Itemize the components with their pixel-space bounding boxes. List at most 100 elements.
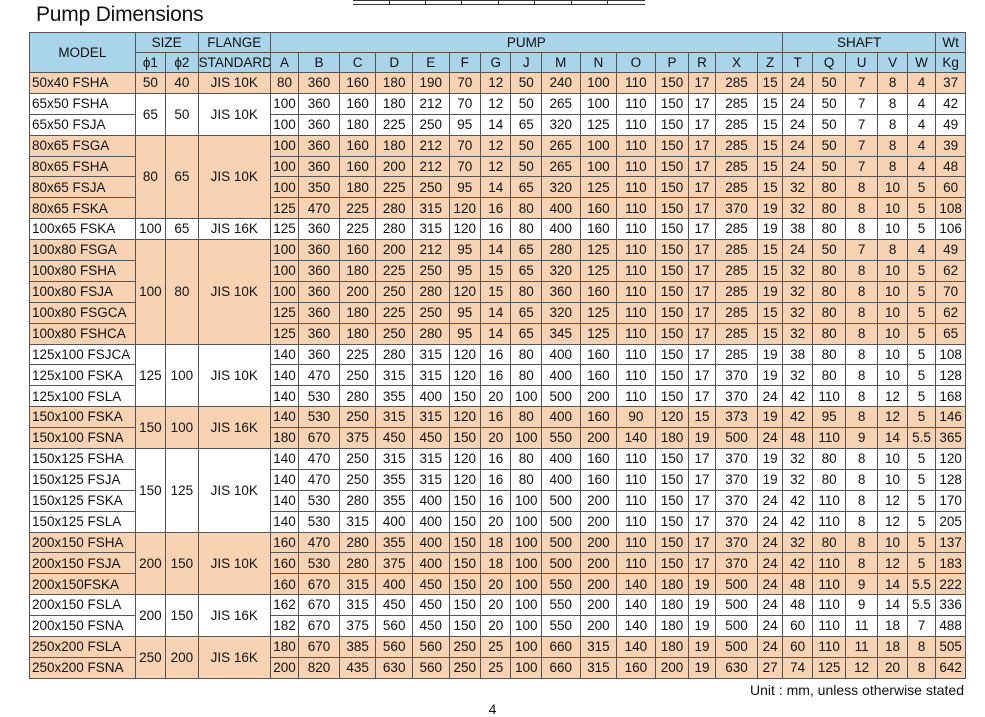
- dimension-cell: 530: [298, 510, 340, 533]
- dimension-cell: 470: [298, 531, 340, 554]
- dimension-cell: 5: [906, 260, 937, 282]
- dimension-cell: 150: [448, 615, 482, 638]
- dimension-cell: 80: [510, 406, 542, 429]
- dimension-cell: 670: [298, 573, 340, 596]
- dimension-cell: 285: [714, 113, 759, 136]
- dimension-cell: 370: [714, 364, 759, 387]
- dimension-cell: 375: [338, 615, 377, 638]
- dimension-cell: 170: [935, 489, 966, 512]
- dimension-cell: 110: [812, 573, 846, 596]
- dimension-cell: 8: [877, 134, 908, 157]
- table-row: 100x80 FSHCA 125 360 180 250 280 95 14 65 345 125 1…: [29, 322, 966, 345]
- table-row: 125x100 FSKA 140 470 250 315 315 120 16 80 400 160…: [29, 364, 966, 387]
- model-cell: 150x125 FSJA: [29, 468, 136, 491]
- dimension-cell: 38: [781, 343, 814, 366]
- dimension-cell: 17: [688, 197, 716, 220]
- dimension-cell: 160: [579, 280, 618, 303]
- dimension-cell: 32: [781, 531, 814, 554]
- dimension-cell: 65: [510, 322, 542, 345]
- dimension-cell: 15: [757, 260, 783, 282]
- model-cell: 200x150FSKA: [29, 573, 136, 596]
- dimension-cell: 470: [298, 197, 340, 220]
- dimension-cell: 180: [269, 636, 300, 658]
- flange-standard-cell: JIS 10K: [197, 72, 271, 94]
- dimension-cell: 360: [540, 280, 581, 303]
- dimension-cell: 190: [411, 72, 450, 94]
- dimension-cell: 100: [510, 510, 542, 533]
- dimension-cell: 400: [540, 218, 581, 241]
- dimension-cell: 200: [579, 385, 618, 408]
- dimension-cell: 150: [654, 92, 690, 115]
- dimension-cell: 14: [480, 239, 512, 262]
- model-cell: 250x200 FSLA: [29, 636, 136, 658]
- dimension-cell: 17: [688, 489, 716, 512]
- dimension-cell: 250: [411, 176, 450, 199]
- dimension-cell: 17: [688, 468, 716, 491]
- table-row: 65x50 FSHA 65 50 JIS 10K 100 360 160 180 212 70 12…: [29, 92, 966, 136]
- dimension-cell: 375: [338, 427, 377, 450]
- dimension-cell: 180: [338, 301, 377, 324]
- dimension-cell: 500: [540, 385, 581, 408]
- dimension-cell: 80: [812, 176, 846, 199]
- dimension-cell: 10: [877, 448, 908, 470]
- table-row: 150x125 FSJA 140 470 250 355 315 120 16 80 400 160…: [29, 468, 966, 491]
- dimension-cell: 42: [781, 552, 814, 575]
- dimension-cell: 24: [781, 134, 814, 157]
- dimension-cell: 8: [877, 155, 908, 178]
- dimension-cell: 8: [906, 636, 937, 658]
- dimension-cell: 95: [812, 406, 846, 429]
- dimension-cell: 370: [714, 552, 759, 575]
- table-row: 80x65 FSGA 80 65 JIS 10K 100 360 160 180 212 70 12…: [29, 134, 966, 220]
- model-cell: 50x40 FSHA: [29, 72, 136, 94]
- model-cell: 80x65 FSJA: [29, 176, 136, 199]
- dimension-cell: 50: [812, 92, 846, 115]
- model-cell: 125x100 FSJCA: [29, 343, 136, 366]
- dimension-cell: 160: [338, 155, 377, 178]
- dimension-cell: 560: [375, 636, 413, 658]
- dimension-cell: 360: [298, 134, 340, 157]
- dimension-cell: 450: [375, 594, 413, 617]
- dimension-cell: 125: [579, 113, 618, 136]
- dimension-cell: 285: [714, 155, 759, 178]
- dimension-cell: 42: [935, 92, 966, 115]
- dimension-cell: 110: [616, 364, 656, 387]
- dimension-cell: 285: [714, 260, 759, 282]
- model-cell: 150x100 FSKA: [29, 406, 136, 429]
- dimension-cell: 10: [877, 322, 908, 345]
- dimension-cell: 5: [906, 385, 937, 408]
- dimension-cell: 400: [540, 197, 581, 220]
- dimension-cell: 180: [338, 322, 377, 345]
- dimension-cell: 110: [616, 176, 656, 199]
- dimension-cell: 62: [935, 301, 966, 324]
- dimension-cell: 560: [411, 636, 450, 658]
- dimension-cell: 285: [714, 176, 759, 199]
- dimension-cell: 160: [338, 239, 377, 262]
- dimension-cell: 110: [616, 552, 656, 575]
- dimension-cell: 42: [781, 489, 814, 512]
- dimension-cell: 110: [616, 531, 656, 554]
- phi1-header: ϕ1: [134, 52, 167, 73]
- dimension-cell: 370: [714, 385, 759, 408]
- dimension-cell: 8: [844, 510, 879, 533]
- dimension-cell: 150: [654, 260, 690, 282]
- dimension-cell: 38: [781, 218, 814, 241]
- dimension-cell: 8: [844, 448, 879, 470]
- dimension-cell: 90: [616, 406, 656, 429]
- dimension-cell: 225: [338, 218, 377, 241]
- dimension-cell: 16: [480, 343, 512, 366]
- dimension-cell: 212: [411, 155, 450, 178]
- dimension-cell: 42: [781, 385, 814, 408]
- dimension-cell: 125: [812, 656, 846, 679]
- table-row: 65x50 FSJA 100 360 180 225 250 95 14 65 320 125 110…: [29, 113, 966, 136]
- dimension-cell: 80: [269, 72, 300, 94]
- dimension-cell: 150: [654, 489, 690, 512]
- dimension-cell: 336: [935, 594, 966, 617]
- dimension-cell: 15: [757, 322, 783, 345]
- pump-header: PUMP: [269, 32, 783, 53]
- dimension-cell: 140: [269, 489, 300, 512]
- dimension-cell: 12: [480, 134, 512, 157]
- table-row: 80x65 FSJA 100 350 180 225 250 95 14 65 320 125 110…: [29, 176, 966, 199]
- dimension-cell: 120: [448, 468, 482, 491]
- dimension-cell: 450: [411, 573, 450, 596]
- dimension-cell: 125: [269, 197, 300, 220]
